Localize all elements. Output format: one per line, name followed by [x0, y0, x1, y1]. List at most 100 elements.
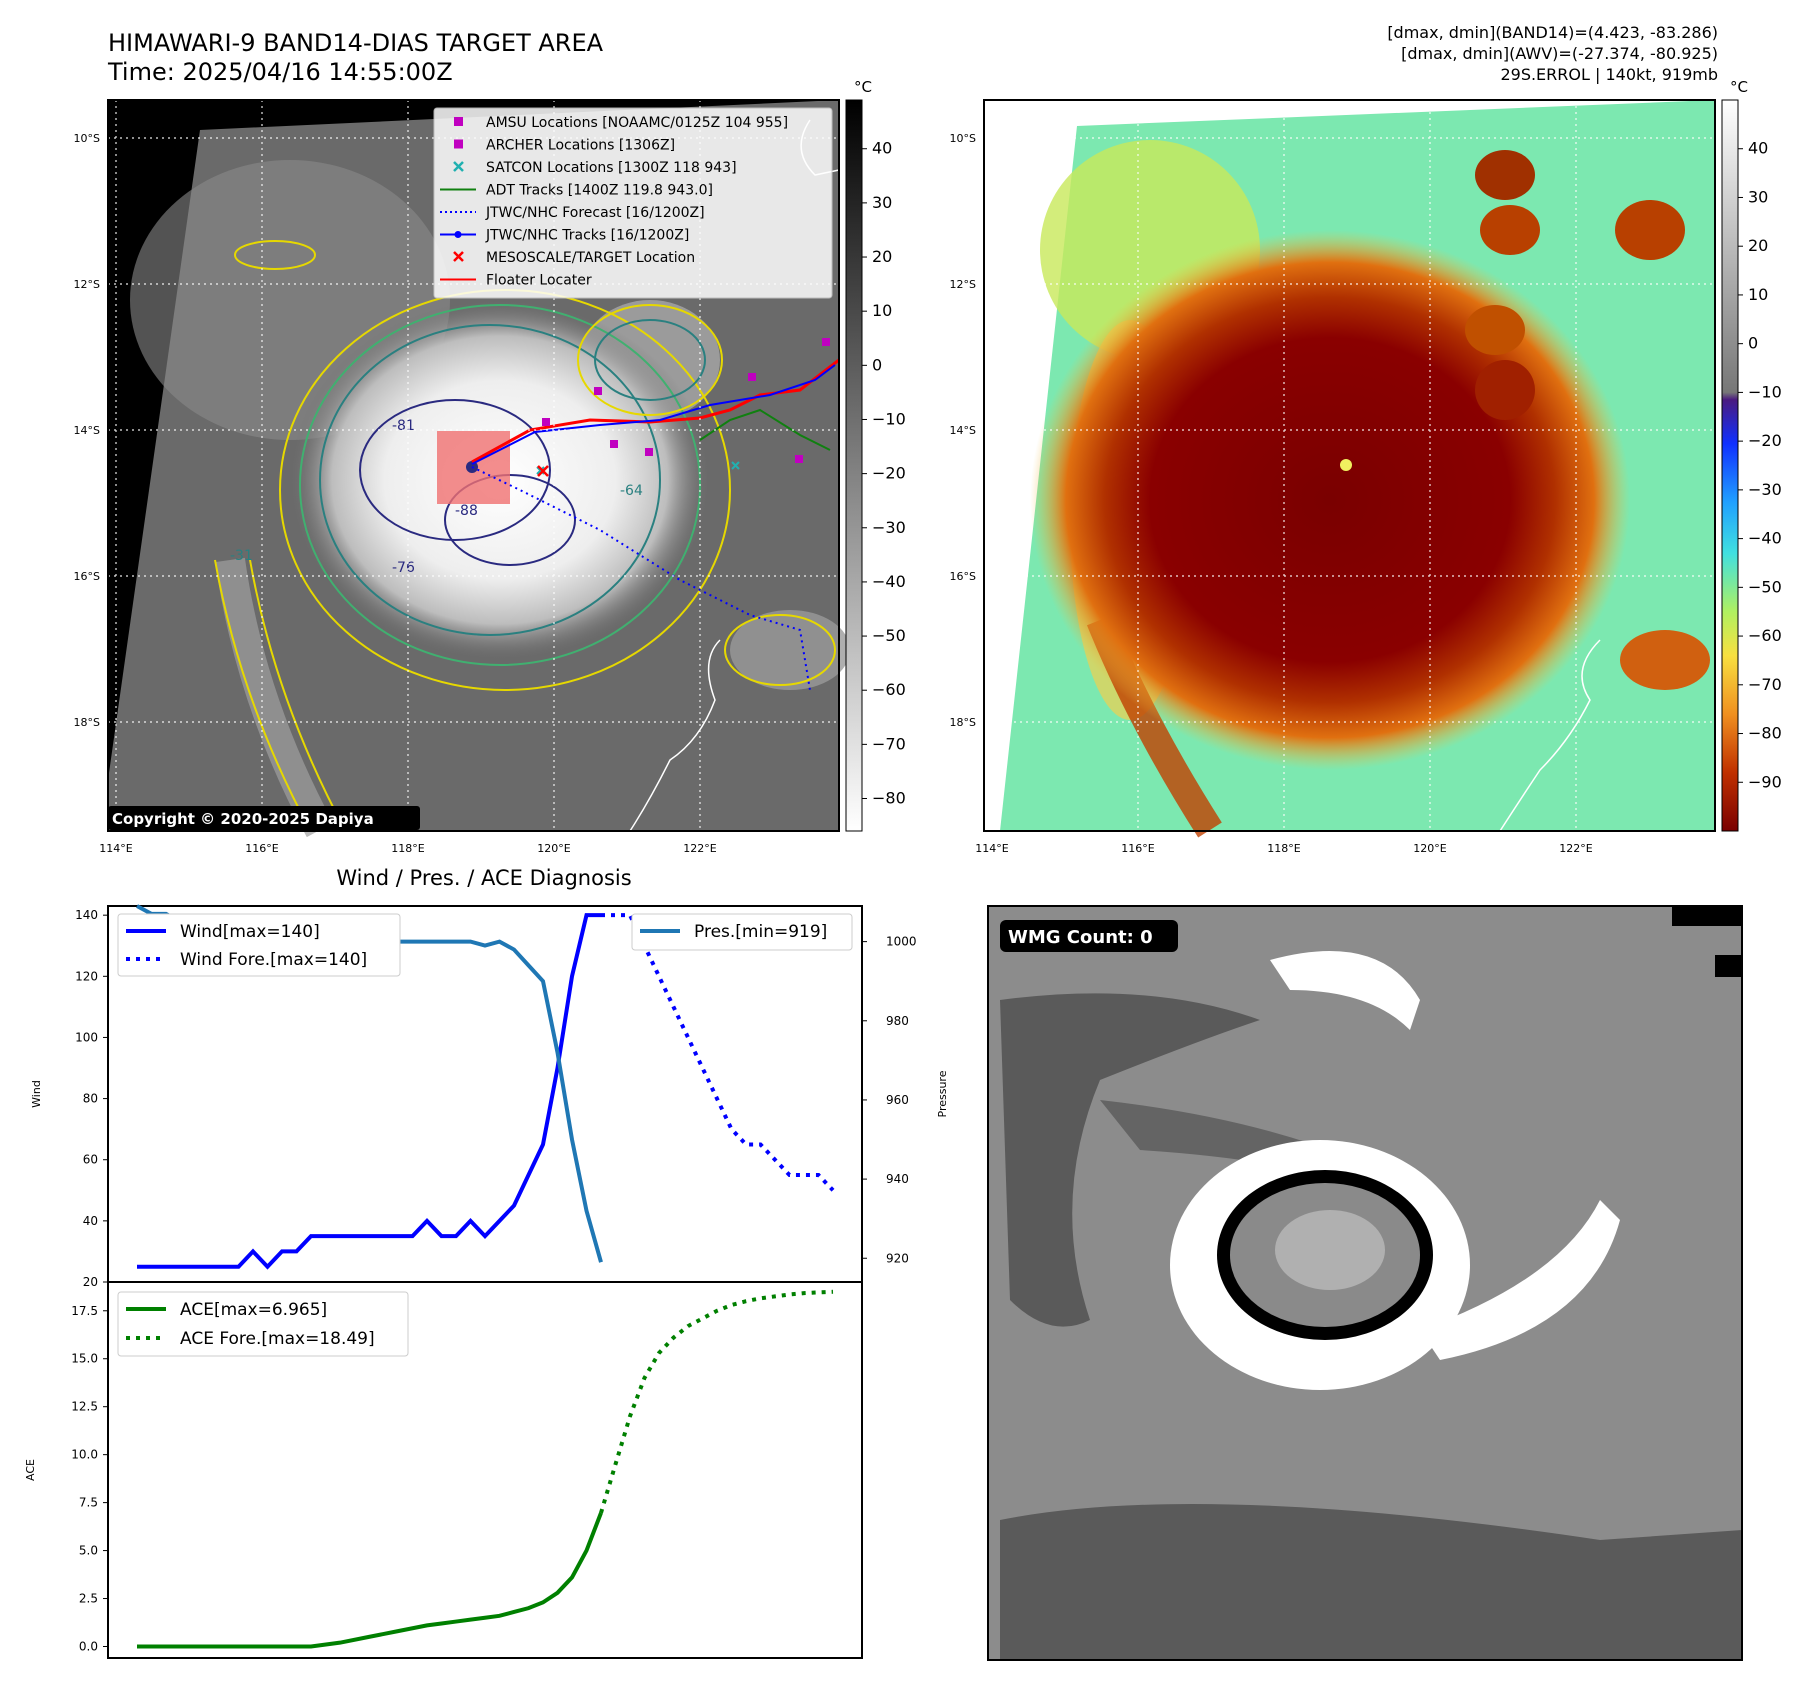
awv-eye [1340, 459, 1352, 471]
wmg-white-band [1420, 1200, 1620, 1360]
colorbar-tick-label: 30 [1748, 187, 1768, 206]
legend-label: JTWC/NHC Tracks [16/1200Z] [485, 228, 689, 244]
y-axis-label: ACE [24, 1459, 37, 1481]
y2-tick-label: 920 [886, 1251, 909, 1265]
contour-label: -64 [620, 483, 643, 499]
y-tick-label: 17.5 [71, 1304, 98, 1318]
legend-item: AMSU Locations [NOAAMC/0125Z 104 955] [454, 115, 788, 131]
legend-label: Floater Locater [486, 273, 592, 289]
y-tick-label: 100 [75, 1030, 98, 1044]
awv-coastline [1499, 639, 1601, 832]
y2-tick-label: 940 [886, 1172, 909, 1186]
wmg-count-label: WMG Count: 0 [1008, 927, 1153, 948]
y-tick-label: 5.0 [79, 1544, 98, 1558]
lon-label: 114°E [975, 842, 1008, 855]
colorbar-tick-label: 20 [872, 247, 892, 266]
colorbar-tick-label: −10 [872, 409, 906, 428]
colorbar-tick-label: −60 [872, 680, 906, 699]
lat-label: 14°S [74, 424, 100, 437]
map-frame [107, 99, 840, 832]
awv-map-panel: 10°S 12°S 14°S 16°S 18°S 114°E 116°E 118… [950, 99, 1716, 855]
lat-label: 16°S [74, 570, 100, 583]
contour-label: -88 [455, 503, 478, 519]
colorbar-tick-label: 0 [1748, 334, 1758, 353]
lon-label: 122°E [683, 842, 716, 855]
wmg-panel: WMG Count: 0 [987, 905, 1743, 1661]
wind-pressure-chart: 20 40 60 80 100 120 140 920 940 960 980 1000 Wind Pre… [30, 904, 949, 1289]
coastline [629, 639, 721, 832]
series-line-wind-fore- [601, 913, 835, 1192]
contour [724, 614, 836, 686]
awv-cell [1465, 305, 1525, 355]
colorbar-tick-label: −30 [872, 518, 906, 537]
legend-label: ACE Fore.[max=18.49] [180, 1329, 375, 1349]
contour-label: -31 [230, 548, 253, 564]
map-lat-labels: 10°S 12°S 14°S 16°S 18°S [74, 132, 100, 729]
colorbar-tick-label: 20 [1748, 236, 1768, 255]
diagnosis-title: Wind / Pres. / ACE Diagnosis [336, 866, 631, 890]
info-band14: [dmax, dmin](BAND14)=(4.423, -83.286) [1387, 23, 1718, 42]
map-legend: AMSU Locations [NOAAMC/0125Z 104 955] ARC… [433, 107, 833, 299]
contour [594, 319, 706, 401]
legend-box [117, 913, 401, 977]
colorbar-tick-label: 10 [872, 301, 892, 320]
y-tick-label: 120 [75, 969, 98, 983]
legend-label: ACE[max=6.965] [180, 1300, 327, 1320]
wmg-corner [1672, 906, 1742, 926]
legend-swatch [453, 251, 464, 262]
series-line-ace-fore- [599, 1289, 834, 1514]
y-tick-label: 15.0 [71, 1352, 98, 1366]
wmg-corner [1715, 955, 1742, 977]
lon-label: 118°E [1267, 842, 1300, 855]
legend-label: ARCHER Locations [1306Z] [486, 138, 675, 154]
colorbar-tick-label: −90 [1748, 772, 1782, 791]
colorbar-left-unit: °C [854, 78, 872, 96]
y2-tick-label: 960 [886, 1093, 909, 1107]
wmg-band [1000, 1504, 1742, 1660]
awv-cell [1475, 360, 1535, 420]
lon-label: 122°E [1559, 842, 1592, 855]
y-tick-label: 10.0 [71, 1448, 98, 1462]
legend-label: ADT Tracks [1400Z 119.8 943.0] [486, 183, 713, 199]
colorbar-tick-label: 40 [872, 139, 892, 158]
wmg-frame [987, 905, 1743, 1661]
contour [319, 324, 661, 636]
info-awv: [dmax, dmin](AWV)=(-27.374, -80.925) [1401, 44, 1718, 63]
lon-label: 116°E [1121, 842, 1154, 855]
lat-label: 12°S [950, 278, 976, 291]
legend-item: ARCHER Locations [1306Z] [454, 138, 675, 154]
colorbar-tick-label: −70 [872, 734, 906, 753]
colorbar-tick-label: 30 [872, 193, 892, 212]
ir-map-panel: -81 -76 -88 -64 -31 [74, 99, 850, 855]
colorbar-tick-label: 10 [1748, 285, 1768, 304]
cloud-cluster-east [730, 610, 850, 690]
legend-item: Floater Locater [440, 273, 592, 289]
legend-label: Wind Fore.[max=140] [180, 950, 367, 970]
legend-swatch [454, 139, 463, 149]
lat-label: 10°S [950, 132, 976, 145]
lat-label: 18°S [950, 716, 976, 729]
wind-legend: Wind[max=140] Wind Fore.[max=140] [117, 913, 401, 977]
colorbar-tick-label: −80 [1748, 724, 1782, 743]
jtwc-forecast [471, 466, 811, 691]
wmg-band [1000, 993, 1260, 1327]
colorbar-right-unit: °C [1730, 78, 1748, 96]
legend-item: MESOSCALE/TARGET Location [453, 250, 695, 266]
awv-lat-labels: 10°S 12°S 14°S 16°S 18°S [950, 132, 976, 729]
colorbar-right-ticks: 40 30 20 10 0 −10 −20 −30 −40 −50 −60 −70 −80 −90 [1738, 139, 1782, 791]
lon-label: 116°E [245, 842, 278, 855]
wmg-white-band [1270, 951, 1420, 1030]
y-tick-label: 60 [83, 1153, 98, 1167]
y2-axis-label: Pressure [936, 1070, 949, 1117]
legend-label: Wind[max=140] [180, 922, 320, 942]
figure-title: HIMAWARI-9 BAND14-DIAS TARGET AREA [108, 29, 604, 57]
jtwc-track [471, 364, 836, 465]
ace-chart: 0.0 2.5 5.0 7.5 10.0 12.5 15.0 17.5 ACE ACE[max=6… [24, 1281, 863, 1659]
colorbar-tick-label: −30 [1748, 480, 1782, 499]
colorbar-right-gradient [1721, 99, 1739, 832]
colorbar-tick-label: −70 [1748, 675, 1782, 694]
info-storm: 29S.ERROL | 140kt, 919mb [1500, 65, 1718, 84]
colorbar-tick-label: −40 [1748, 529, 1782, 548]
colorbar-tick-label: −10 [1748, 382, 1782, 401]
copyright-text: Copyright © 2020-2025 Dapiya [112, 810, 374, 828]
